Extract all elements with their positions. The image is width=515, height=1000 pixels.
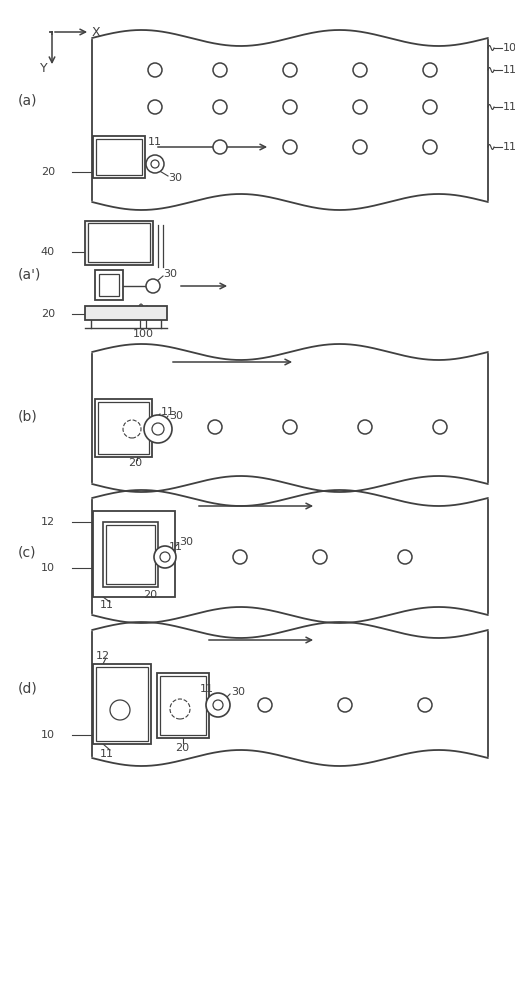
Circle shape: [353, 100, 367, 114]
Text: 11: 11: [100, 749, 114, 759]
Circle shape: [418, 698, 432, 712]
Text: 11: 11: [148, 137, 162, 147]
Text: 10: 10: [41, 563, 55, 573]
Text: 11: 11: [161, 407, 175, 417]
Bar: [95, 270, 123, 300]
Bar: [96, 667, 148, 741]
Text: 30: 30: [169, 411, 183, 421]
Circle shape: [146, 279, 160, 293]
Circle shape: [144, 415, 172, 443]
Circle shape: [258, 698, 272, 712]
Text: (a'): (a'): [18, 268, 41, 282]
Text: 30: 30: [231, 687, 245, 697]
Circle shape: [353, 63, 367, 77]
Bar: [93, 511, 175, 597]
Circle shape: [358, 420, 372, 434]
Circle shape: [170, 699, 190, 719]
Circle shape: [146, 155, 164, 173]
Text: 11: 11: [503, 65, 515, 75]
Circle shape: [353, 140, 367, 154]
Text: 30: 30: [179, 537, 193, 547]
Text: 12: 12: [41, 517, 55, 527]
Text: 30: 30: [163, 269, 177, 279]
Circle shape: [313, 550, 327, 564]
Circle shape: [423, 100, 437, 114]
Bar: [106, 525, 155, 584]
Text: 20: 20: [41, 167, 55, 177]
Text: 11: 11: [503, 102, 515, 112]
Text: 20: 20: [128, 458, 142, 468]
Circle shape: [213, 700, 223, 710]
Circle shape: [148, 63, 162, 77]
Circle shape: [213, 140, 227, 154]
Bar: [160, 676, 206, 735]
Circle shape: [283, 140, 297, 154]
Text: 11: 11: [100, 600, 114, 610]
Text: (d): (d): [18, 681, 38, 695]
Circle shape: [110, 700, 130, 720]
Circle shape: [148, 100, 162, 114]
Circle shape: [152, 423, 164, 435]
Text: 20: 20: [175, 743, 189, 753]
Circle shape: [160, 552, 170, 562]
Circle shape: [423, 140, 437, 154]
Circle shape: [208, 420, 222, 434]
Text: 100: 100: [132, 329, 153, 339]
Text: 20: 20: [143, 590, 157, 600]
Text: 11: 11: [200, 684, 214, 694]
Circle shape: [206, 693, 230, 717]
Circle shape: [213, 100, 227, 114]
Text: 100: 100: [503, 43, 515, 53]
Text: (b): (b): [18, 410, 38, 424]
Circle shape: [123, 420, 141, 438]
Bar: [93, 664, 151, 744]
Text: 10: 10: [41, 730, 55, 740]
Circle shape: [338, 698, 352, 712]
Circle shape: [398, 550, 412, 564]
Bar: [96, 139, 142, 175]
Text: Y: Y: [40, 62, 47, 76]
Bar: [85, 306, 167, 320]
Text: 11: 11: [169, 542, 183, 552]
Circle shape: [283, 100, 297, 114]
Text: 11: 11: [503, 142, 515, 152]
Circle shape: [154, 546, 176, 568]
Bar: [103, 522, 158, 587]
Text: X: X: [92, 25, 100, 38]
Circle shape: [283, 420, 297, 434]
Circle shape: [283, 63, 297, 77]
Text: 20: 20: [41, 309, 55, 319]
Bar: [93, 136, 145, 178]
Bar: [157, 673, 209, 738]
Bar: [99, 274, 119, 296]
Bar: [85, 221, 153, 265]
Text: (a): (a): [18, 93, 38, 107]
Text: 30: 30: [168, 173, 182, 183]
Circle shape: [233, 550, 247, 564]
Bar: [88, 223, 150, 262]
Text: (c): (c): [18, 546, 37, 560]
Circle shape: [151, 160, 159, 168]
Text: 40: 40: [41, 247, 55, 257]
Bar: [95, 399, 152, 457]
Circle shape: [433, 420, 447, 434]
Text: 12: 12: [96, 651, 110, 661]
Circle shape: [213, 63, 227, 77]
Bar: [98, 402, 149, 454]
Circle shape: [423, 63, 437, 77]
